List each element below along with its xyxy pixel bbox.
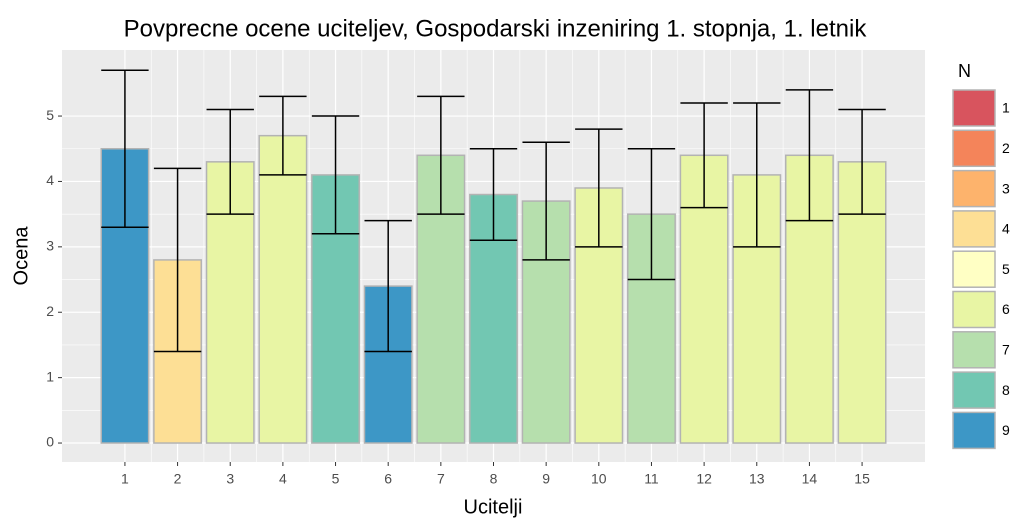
y-tick-label: 0: [46, 434, 54, 450]
x-tick-label: 11: [644, 471, 659, 487]
legend-label: 4: [1002, 221, 1010, 237]
x-tick-label: 1: [121, 471, 129, 487]
x-tick-label: 10: [591, 471, 607, 487]
bar: [258, 134, 308, 444]
x-tick-label: 2: [174, 471, 182, 487]
y-tick-label: 4: [46, 172, 54, 188]
y-tick-label: 5: [46, 107, 54, 123]
legend-key: [952, 290, 996, 329]
x-tick-label: 13: [749, 471, 765, 487]
x-tick-label: 3: [226, 471, 234, 487]
legend-key: [952, 250, 996, 288]
legend-key: [952, 371, 996, 409]
x-tick-label: 8: [490, 471, 498, 487]
legend-key: [952, 210, 996, 248]
legend-key: [952, 169, 996, 208]
y-tick-label: 3: [46, 238, 54, 254]
x-tick-label: 15: [854, 471, 870, 487]
legend-key: [952, 411, 996, 450]
x-axis-title: Ucitelji: [464, 496, 523, 518]
x-tick-label: 9: [542, 471, 550, 487]
legend-label: 2: [1002, 140, 1010, 156]
x-tick-label: 6: [384, 471, 392, 487]
x-tick-label: 12: [696, 471, 712, 487]
legend-label: 6: [1002, 301, 1010, 317]
x-tick-label: 14: [802, 471, 818, 487]
y-tick-label: 2: [46, 303, 54, 319]
legend-label: 9: [1002, 422, 1010, 438]
legend-label: 5: [1002, 261, 1010, 277]
legend-label: 7: [1002, 342, 1010, 358]
legend-key: [952, 89, 996, 127]
legend-label: 8: [1002, 382, 1010, 398]
x-tick-label: 4: [279, 471, 287, 487]
x-tick-label: 7: [437, 471, 445, 487]
chart-title: Povprecne ocene uciteljev, Gospodarski i…: [124, 15, 868, 42]
legend-key: [952, 129, 996, 168]
legend-title: N: [958, 61, 971, 81]
y-axis-title: Ocena: [10, 226, 32, 286]
y-tick-label: 1: [46, 368, 54, 384]
legend-label: 3: [1002, 180, 1010, 196]
legend-label: 1: [1002, 100, 1010, 116]
legend-key: [952, 331, 996, 369]
x-tick-label: 5: [332, 471, 340, 487]
